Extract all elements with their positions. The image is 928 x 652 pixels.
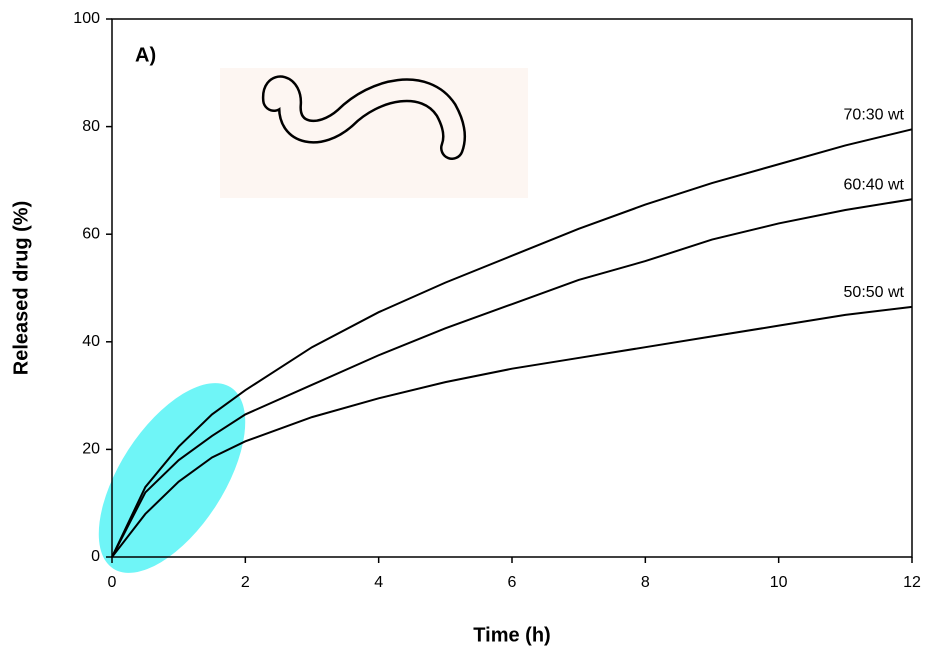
y-tick-label: 40 [82,333,100,350]
series-line [111,305,913,558]
highlight-ellipse [98,383,246,573]
series-label: 60:40 wt [844,176,905,193]
y-tick-label: 100 [73,10,100,27]
x-tick-label: 4 [374,574,383,591]
x-tick-label: 0 [108,574,117,591]
x-tick-label: 8 [641,574,650,591]
series-label: 50:50 wt [844,284,905,301]
series-line [111,128,913,558]
y-tick-label: 0 [91,548,100,565]
series-label: 70:30 wt [844,107,905,124]
x-tick-label: 6 [508,574,517,591]
x-tick-label: 2 [241,574,250,591]
x-tick-label: 10 [770,574,788,591]
y-tick-label: 20 [82,441,100,458]
x-tick-label: 12 [903,574,921,591]
x-axis-label: Time (h) [473,624,550,646]
y-tick-label: 80 [82,118,100,135]
y-axis-label: Released drug (%) [10,201,32,375]
series-line [111,198,913,558]
y-tick-label: 60 [82,225,100,242]
panel-label: A) [135,44,156,66]
inset-shape-fill [264,78,464,158]
